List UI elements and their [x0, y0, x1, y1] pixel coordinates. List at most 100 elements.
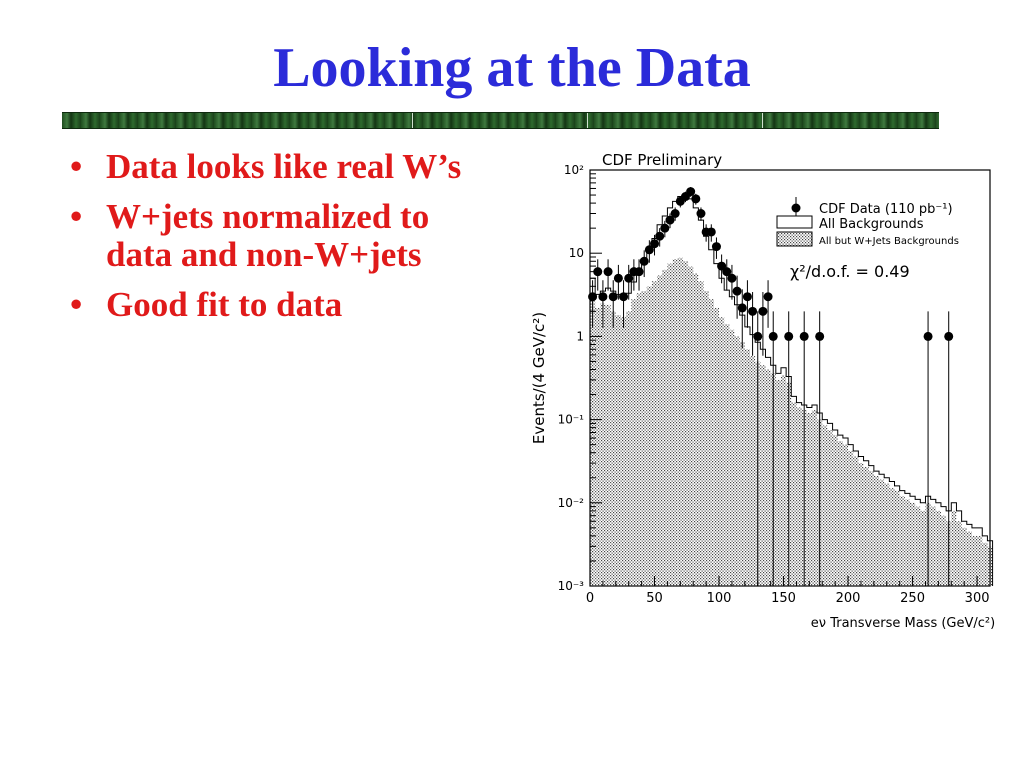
hatched-bar: [631, 299, 637, 586]
legend-data-marker: [791, 203, 801, 213]
hatched-bar: [605, 304, 611, 586]
hatched-bar: [708, 299, 714, 586]
chart-title: CDF Preliminary: [602, 151, 722, 169]
bullet-text: W+jets normalized to data and non-W+jets: [106, 197, 430, 274]
legend-item-data: CDF Data (110 pb⁻¹): [791, 197, 953, 219]
hatched-bar: [641, 291, 647, 586]
hatched-bar: [930, 506, 936, 586]
hatched-bar: [703, 291, 709, 586]
hatched-bar: [884, 483, 890, 586]
data-point: [624, 273, 634, 283]
x-tick-label: 250: [900, 591, 925, 606]
hatched-bar: [806, 413, 812, 586]
data-point: [686, 187, 696, 197]
y-axis-label: Events/(4 GeV/c²): [530, 312, 548, 444]
hatched-bar: [724, 324, 730, 586]
chi2-annotation: χ²/d.o.f. = 0.49: [790, 262, 910, 281]
data-point: [650, 239, 660, 249]
data-point: [732, 286, 742, 296]
hatched-bar: [590, 296, 596, 586]
hatched-bar: [600, 303, 606, 586]
hatched-bar: [889, 488, 895, 586]
hatched-bar: [693, 273, 699, 586]
hatched-bar: [672, 259, 678, 586]
hatched-bar: [662, 269, 668, 586]
hatched-bar: [677, 257, 683, 586]
hatched-bar: [910, 502, 916, 586]
legend-item-all-backgrounds: All Backgrounds: [776, 215, 924, 232]
hatched-bar: [966, 531, 972, 586]
hatched-bar: [868, 471, 874, 586]
data-point: [639, 256, 649, 266]
x-tick-label: 150: [771, 591, 796, 606]
data-point: [634, 267, 644, 277]
hatched-bar: [822, 425, 828, 586]
hatched-bar: [920, 510, 926, 586]
data-point: [944, 331, 954, 341]
hatched-bar: [873, 475, 880, 586]
x-tick-label: 50: [646, 591, 663, 606]
hatched-bar: [915, 506, 921, 586]
data-point: [598, 292, 608, 302]
hatched-bar: [879, 479, 885, 586]
legend-all-backgrounds-label: All Backgrounds: [819, 217, 924, 232]
hatched-bar: [899, 496, 905, 586]
data-point: [660, 223, 670, 233]
data-point: [748, 306, 758, 316]
hatched-bar: [595, 307, 601, 586]
bullet-text: Data looks like real W’s: [106, 147, 462, 186]
legend: CDF Data (110 pb⁻¹) All Backgrounds All …: [776, 197, 959, 247]
data-point: [737, 303, 747, 313]
divider-joint: [412, 113, 413, 128]
hatched-bar: [636, 293, 642, 586]
x-tick-label: 300: [965, 591, 990, 606]
bullet-dot: •: [70, 285, 83, 324]
hatched-bar: [646, 286, 652, 586]
hatched-bar: [734, 336, 740, 586]
bullet-text: Good fit to data: [106, 285, 343, 324]
data-point: [644, 245, 654, 255]
bullet-item: • W+jets normalized to data and non-W+jet…: [62, 198, 502, 274]
data-point: [768, 331, 778, 341]
legend-hatched-swatch: [776, 231, 813, 247]
legend-non-wjets-label: All but W+Jets Backgrounds: [819, 236, 959, 247]
hatched-bar: [842, 444, 849, 586]
hatched-bar: [940, 515, 947, 586]
data-point: [665, 215, 675, 225]
data-point: [727, 273, 737, 283]
data-point: [593, 267, 603, 277]
data-point: [691, 194, 701, 204]
divider-joint: [587, 113, 588, 128]
data-point: [753, 331, 763, 341]
bullet-dot: •: [70, 147, 83, 186]
data-point: [784, 331, 794, 341]
hatched-bar: [853, 456, 859, 586]
hatched-bar: [982, 542, 988, 586]
hatched-bar: [956, 521, 962, 586]
hatched-bar: [626, 311, 632, 586]
data-point: [722, 267, 732, 277]
hatched-bar: [811, 410, 818, 586]
data-point: [815, 331, 825, 341]
hatched-bar: [719, 317, 725, 586]
hatched-bar: [610, 311, 616, 586]
divider-joint: [762, 113, 763, 128]
hatched-bar: [848, 450, 854, 586]
data-point: [711, 242, 721, 252]
hatched-bar: [951, 510, 957, 586]
data-point: [706, 227, 716, 237]
mass-histogram-chart: CDF Preliminary 0 50 100 150 200 250 300 10⁻³ 10…: [530, 151, 995, 631]
hatched-bar: [977, 535, 983, 586]
x-tick-label: 0: [586, 591, 594, 606]
bullet-list: • Data looks like real W’s • W+jets normal…: [62, 148, 502, 336]
plot-frame: [589, 169, 991, 587]
x-axis-label: eν Transverse Mass (GeV/c²): [811, 616, 995, 631]
y-tick-label: 10⁻³: [558, 579, 585, 593]
hatched-bar: [935, 510, 941, 586]
hatched-bar: [775, 379, 781, 586]
hatched-bar: [744, 349, 750, 586]
bullet-item: • Data looks like real W’s: [62, 148, 502, 186]
data-point: [923, 331, 933, 341]
hatched-bar: [698, 281, 704, 586]
data-point: [758, 306, 768, 316]
